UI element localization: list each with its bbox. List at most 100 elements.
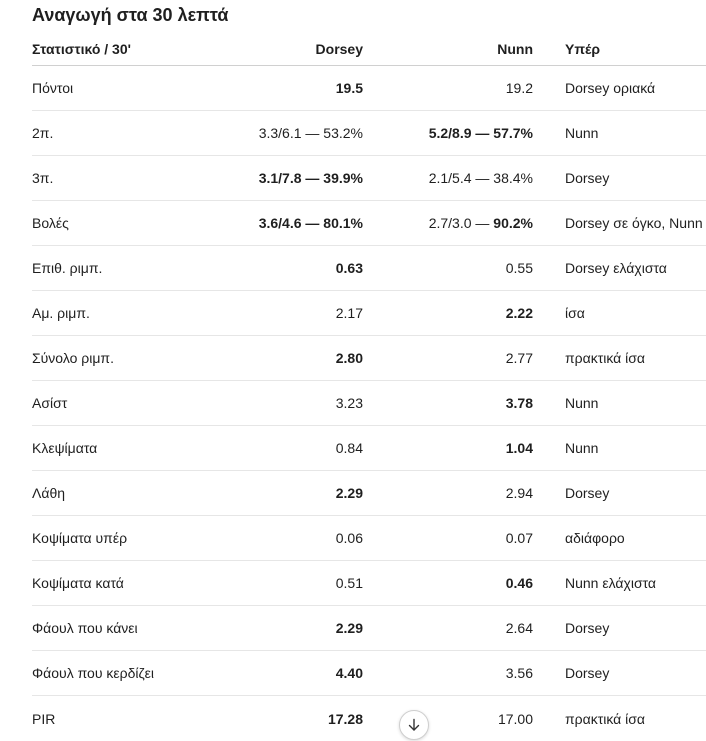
dorsey-value: 0.63 — [232, 246, 363, 290]
dorsey-value: 3.23 — [232, 381, 363, 425]
page-title: Αναγωγή στα 30 λεπτά — [32, 5, 229, 25]
nunn-value: 2.7/3.0 — 90.2% — [363, 201, 533, 245]
arrow-down-icon — [408, 718, 420, 731]
nunn-value: 3.56 — [363, 651, 533, 695]
favor-label: πρακτικά ίσα — [565, 350, 646, 366]
dorsey-value: 19.5 — [232, 66, 363, 110]
table-row: Κοψίματα υπέρ 0.06 0.07 αδιάφορο — [32, 516, 706, 561]
favor-label: Dorsey — [565, 620, 610, 636]
dorsey-value-part: 3.6/4.6 — 80.1% — [258, 215, 363, 231]
dorsey-value-part: 3.1/7.8 — 39.9% — [258, 170, 363, 186]
table-header: Στατιστικό / 30' Dorsey Nunn Υπέρ — [32, 32, 706, 66]
favor-label: Dorsey οριακά — [565, 80, 656, 96]
header-dorsey: Dorsey — [315, 40, 363, 57]
table-row: Κοψίματα κατά 0.51 0.46 Nunn ελάχιστα — [32, 561, 706, 606]
nunn-value-part: 1.04 — [505, 440, 533, 456]
stat-label: Βολές — [32, 215, 69, 231]
stat-label: Φάουλ που κερδίζει — [32, 665, 155, 681]
stats-table: Στατιστικό / 30' Dorsey Nunn Υπέρ Πόντοι… — [32, 32, 706, 741]
nunn-value: 2.1/5.4 — 38.4% — [363, 156, 533, 200]
nunn-value: 19.2 — [363, 66, 533, 110]
nunn-value-part: 2.94 — [505, 485, 533, 501]
dorsey-value-part: 4.40 — [335, 665, 363, 681]
dorsey-value: 0.84 — [232, 426, 363, 470]
dorsey-value-part: 2.29 — [335, 485, 363, 501]
header-favor: Υπέρ — [565, 40, 601, 57]
dorsey-value-part: 0.63 — [335, 260, 363, 276]
dorsey-value-part: 3.3/6.1 — 53.2% — [258, 125, 363, 141]
nunn-value-part: 2.77 — [505, 350, 533, 366]
dorsey-value: 0.51 — [232, 561, 363, 605]
stat-label: Ασίστ — [32, 395, 68, 411]
stat-label: Λάθη — [32, 485, 66, 501]
stat-label: 3π. — [32, 170, 54, 186]
dorsey-value-part: 2.80 — [335, 350, 363, 366]
nunn-value-part: 2.7/3.0 — — [428, 215, 494, 231]
nunn-value: 2.64 — [363, 606, 533, 650]
stat-label: Κοψίματα κατά — [32, 575, 124, 591]
dorsey-value-part: 19.5 — [335, 80, 363, 96]
nunn-value-part: 17.00 — [497, 710, 533, 727]
stat-label: 2π. — [32, 125, 54, 141]
favor-label: Dorsey ελάχιστα — [565, 260, 667, 276]
stat-label: Κλεψίματα — [32, 440, 98, 456]
dorsey-value: 4.40 — [232, 651, 363, 695]
table-row: Βολές 3.6/4.6 — 80.1% 2.7/3.0 — 90.2% Dorse… — [32, 201, 706, 246]
nunn-value-part: 0.46 — [505, 575, 533, 591]
dorsey-value: 2.17 — [232, 291, 363, 335]
dorsey-value-part: 0.84 — [335, 440, 363, 456]
nunn-value-part: 90.2% — [493, 215, 533, 231]
stat-label: Φάουλ που κάνει — [32, 620, 138, 636]
table-row: 2π. 3.3/6.1 — 53.2% 5.2/8.9 — 57.7% Nunn — [32, 111, 706, 156]
nunn-value: 2.22 — [363, 291, 533, 335]
dorsey-value-part: 2.29 — [335, 620, 363, 636]
scroll-down-button[interactable] — [399, 710, 429, 740]
nunn-value-part: 3.56 — [505, 665, 533, 681]
dorsey-value: 2.29 — [232, 471, 363, 515]
table-row: Κλεψίματα 0.84 1.04 Nunn — [32, 426, 706, 471]
favor-label: Dorsey — [565, 665, 610, 681]
nunn-value-part: 5.2/8.9 — 57.7% — [428, 125, 533, 141]
dorsey-value: 2.29 — [232, 606, 363, 650]
table-row: PIR 17.28 17.00 πρακτικά ίσα — [32, 696, 706, 741]
header-stat: Στατιστικό / 30' — [32, 40, 131, 57]
favor-label: αδιάφορο — [565, 530, 625, 546]
table-row: 3π. 3.1/7.8 — 39.9% 2.1/5.4 — 38.4% Dorsey — [32, 156, 706, 201]
dorsey-value-part: 3.23 — [335, 395, 363, 411]
dorsey-value-part: 0.51 — [335, 575, 363, 591]
table-row: Πόντοι 19.5 19.2 Dorsey οριακά — [32, 66, 706, 111]
stat-label: Επιθ. ριμπ. — [32, 260, 103, 276]
favor-label: Dorsey — [565, 485, 610, 501]
favor-label: Nunn — [565, 440, 599, 456]
stat-label: Κοψίματα υπέρ — [32, 530, 128, 546]
nunn-value: 5.2/8.9 — 57.7% — [363, 111, 533, 155]
nunn-value-part: 19.2 — [505, 80, 533, 96]
table-row: Φάουλ που κερδίζει 4.40 3.56 Dorsey — [32, 651, 706, 696]
favor-label: Nunn — [565, 125, 599, 141]
table-row: Λάθη 2.29 2.94 Dorsey — [32, 471, 706, 516]
dorsey-value: 3.3/6.1 — 53.2% — [232, 111, 363, 155]
dorsey-value-part: 2.17 — [335, 305, 363, 321]
dorsey-value-part: 17.28 — [327, 710, 363, 727]
nunn-value: 3.78 — [363, 381, 533, 425]
nunn-value: 2.94 — [363, 471, 533, 515]
dorsey-value: 17.28 — [232, 696, 363, 741]
stat-label: PIR — [32, 710, 56, 727]
favor-label: Nunn — [565, 395, 599, 411]
favor-label: πρακτικά ίσα — [565, 710, 646, 727]
nunn-value: 1.04 — [363, 426, 533, 470]
nunn-value: 17.00 — [363, 696, 533, 741]
dorsey-value: 3.6/4.6 — 80.1% — [232, 201, 363, 245]
nunn-value: 0.07 — [363, 516, 533, 560]
dorsey-value: 2.80 — [232, 336, 363, 380]
favor-label: Dorsey σε όγκο, Nunn — [565, 215, 703, 231]
nunn-value-part: 2.64 — [505, 620, 533, 636]
nunn-value-part: 2.22 — [505, 305, 533, 321]
dorsey-value-part: 0.06 — [335, 530, 363, 546]
favor-label: Nunn ελάχιστα — [565, 575, 657, 591]
favor-label: ίσα — [565, 305, 585, 321]
nunn-value: 0.55 — [363, 246, 533, 290]
stat-label: Σύνολο ριμπ. — [32, 350, 114, 366]
nunn-value-part: 0.55 — [505, 260, 533, 276]
table-row: Φάουλ που κάνει 2.29 2.64 Dorsey — [32, 606, 706, 651]
